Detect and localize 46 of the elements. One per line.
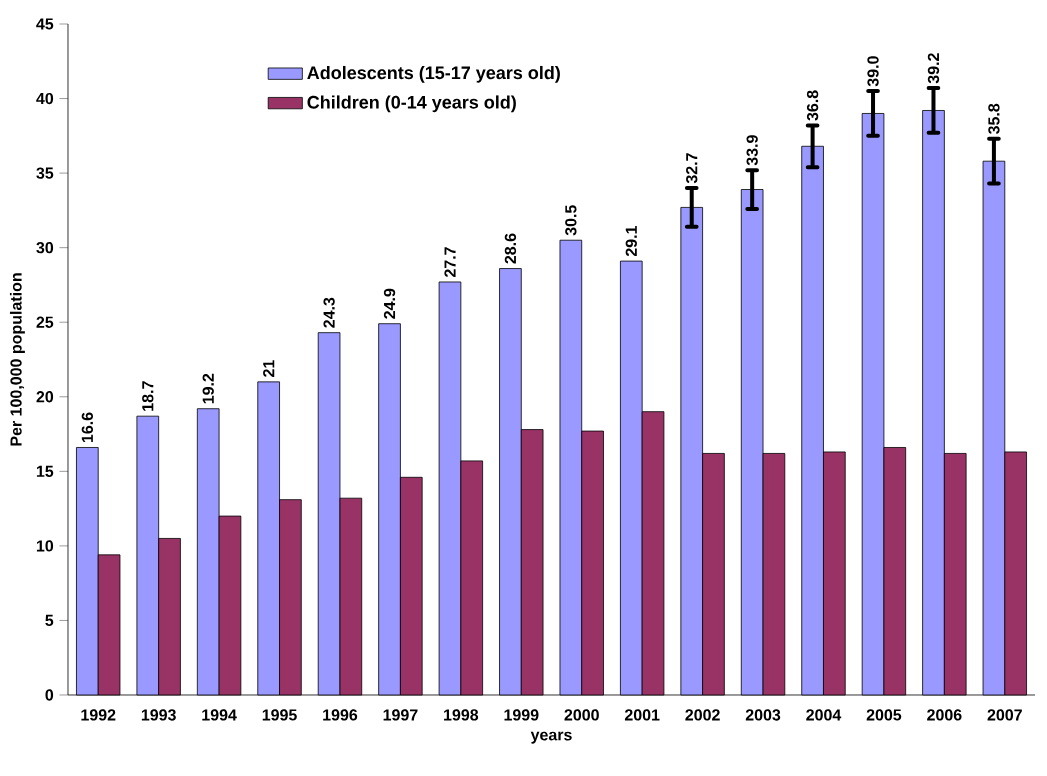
legend-label: Children (0-14 years old)	[307, 95, 516, 113]
y-tick-label: 10	[36, 540, 54, 552]
data-label: 35.8	[988, 103, 1000, 135]
x-tick-label: 1998	[444, 709, 479, 721]
data-label: 36.8	[806, 90, 819, 121]
x-tick-label: 2003	[745, 709, 781, 721]
x-tick-label: 1999	[504, 709, 539, 721]
y-tick-label: 40	[36, 92, 54, 105]
legend-label: Adolescents (15-17 years old)	[307, 65, 560, 83]
x-tick-label: 2000	[564, 709, 599, 721]
x-tick-label: 2004	[806, 709, 842, 721]
data-label: 39.0	[867, 56, 879, 87]
data-label: 18.7	[142, 381, 154, 411]
data-label: 28.6	[504, 233, 517, 264]
y-tick-label: 45	[36, 18, 54, 30]
data-label: 16.6	[81, 412, 94, 443]
x-tick-label: 1992	[81, 709, 116, 721]
x-tick-label: 1994	[202, 709, 237, 721]
x-tick-label: 2005	[866, 709, 902, 721]
data-label: 19.2	[202, 373, 214, 404]
y-axis-title: Per 100,000 population	[9, 273, 25, 446]
y-tick-label: 5	[45, 614, 54, 627]
x-tick-label: 2002	[685, 709, 720, 721]
data-label: 24.3	[323, 297, 335, 328]
x-axis-title: years	[530, 731, 572, 744]
data-label: 32.7	[686, 153, 698, 184]
x-tick-label: 1993	[141, 709, 176, 721]
data-label: 33.9	[746, 135, 758, 166]
y-tick-label: 30	[36, 242, 54, 254]
y-tick-label: 20	[36, 391, 54, 403]
y-tick-label: 25	[36, 316, 54, 328]
data-label: 24.9	[383, 288, 396, 319]
x-tick-label: 1995	[262, 709, 297, 721]
y-tick-label: 35	[36, 167, 54, 179]
y-tick-label: 15	[36, 465, 54, 477]
data-label: 27.7	[444, 247, 456, 277]
data-label: 39.2	[927, 53, 940, 84]
x-tick-label: 2007	[987, 709, 1022, 721]
x-tick-label: 2001	[624, 709, 660, 721]
data-label: 30.5	[565, 205, 577, 236]
data-label: 21	[263, 360, 275, 377]
y-tick-label: 0	[45, 689, 54, 701]
x-tick-label: 1997	[383, 709, 418, 721]
data-label: 29.1	[625, 226, 637, 257]
x-tick-label: 2006	[927, 709, 962, 721]
x-tick-label: 1996	[323, 709, 358, 721]
